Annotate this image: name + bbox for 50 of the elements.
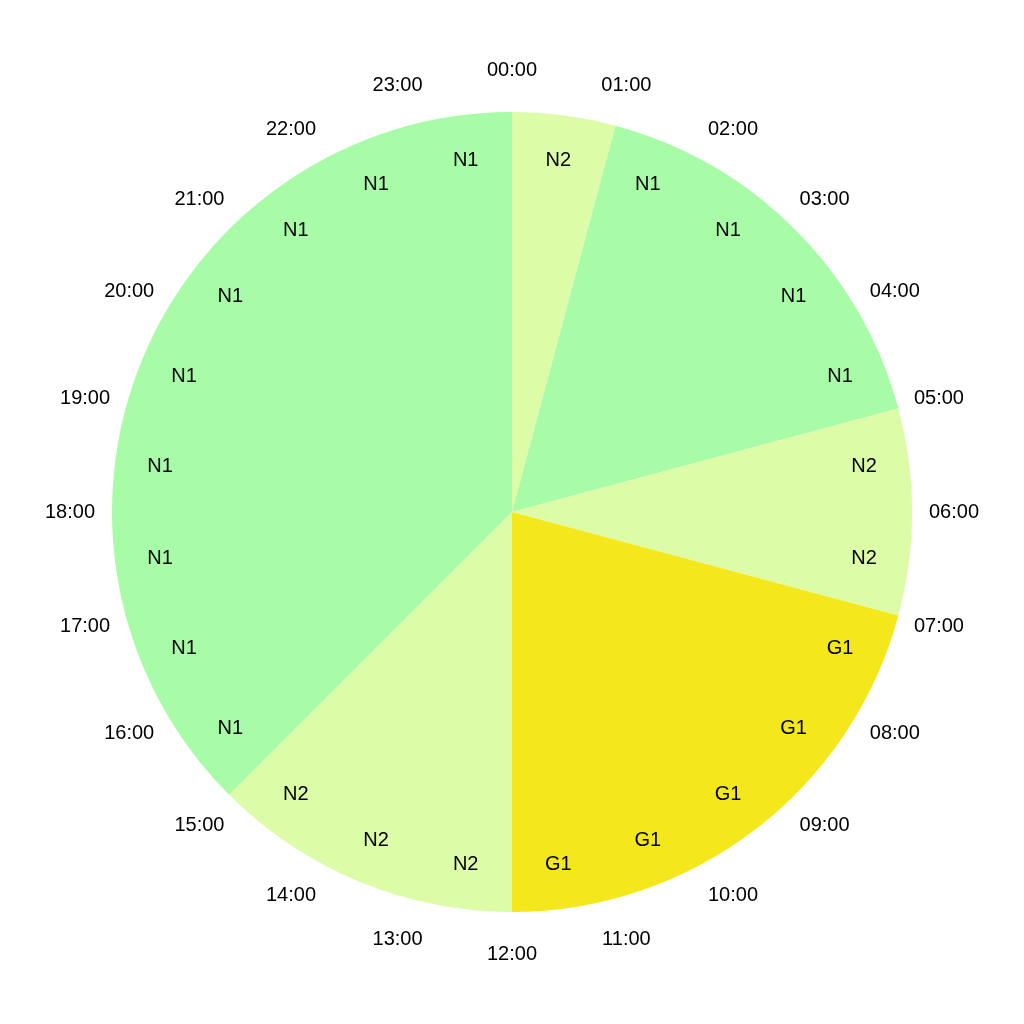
text: 18:00 xyxy=(44,500,96,522)
text: 14:00 xyxy=(265,882,317,905)
text: 06:00 xyxy=(928,500,980,522)
text: N1 xyxy=(147,453,173,476)
text: 03:00 xyxy=(799,187,850,210)
text: 09:00 xyxy=(799,812,850,835)
text: G1 xyxy=(780,716,807,739)
text: 10:00 xyxy=(707,882,759,905)
text: 13:00 xyxy=(372,926,423,949)
text: 21:00 xyxy=(174,187,225,210)
text: N1 xyxy=(283,218,309,241)
text: 01:00 xyxy=(601,73,652,96)
text: 19:00 xyxy=(60,385,111,408)
text: G1 xyxy=(544,851,572,874)
text: 08:00 xyxy=(869,721,920,743)
pie-slice xyxy=(512,112,616,512)
text: 02:00 xyxy=(707,117,759,140)
text: 17:00 xyxy=(60,614,111,637)
text: N1 xyxy=(217,283,244,306)
text: 15:00 xyxy=(174,812,225,835)
text: N1 xyxy=(171,364,197,387)
slice-label: G1 xyxy=(826,635,854,658)
text: N1 xyxy=(171,635,197,658)
slice-label: N2 xyxy=(452,851,479,874)
slice-label: N1 xyxy=(635,172,661,195)
text: N1 xyxy=(147,546,173,569)
slice-label: N2 xyxy=(851,453,877,476)
pie-slice xyxy=(512,408,912,616)
slice-label: N1 xyxy=(217,716,244,739)
text: N2 xyxy=(363,827,389,850)
text: N1 xyxy=(452,148,479,171)
text: 11:00 xyxy=(602,926,651,949)
text: N2 xyxy=(283,781,309,804)
text: 00:00 xyxy=(486,58,538,80)
text: N1 xyxy=(780,283,807,306)
text: 20:00 xyxy=(104,279,155,301)
text: 12:00 xyxy=(486,942,538,964)
slice-label: N2 xyxy=(545,148,572,171)
text: 04:00 xyxy=(869,279,920,301)
text: 23:00 xyxy=(372,73,423,96)
text: 05:00 xyxy=(913,385,964,408)
text: N1 xyxy=(827,364,853,387)
text: N2 xyxy=(851,546,877,569)
text: N1 xyxy=(715,218,741,241)
text: 22:00 xyxy=(265,117,317,140)
text: 16:00 xyxy=(104,721,155,743)
text: 07:00 xyxy=(913,614,964,637)
text: G1 xyxy=(714,781,742,804)
text: N1 xyxy=(363,172,389,195)
text: G1 xyxy=(634,827,662,850)
